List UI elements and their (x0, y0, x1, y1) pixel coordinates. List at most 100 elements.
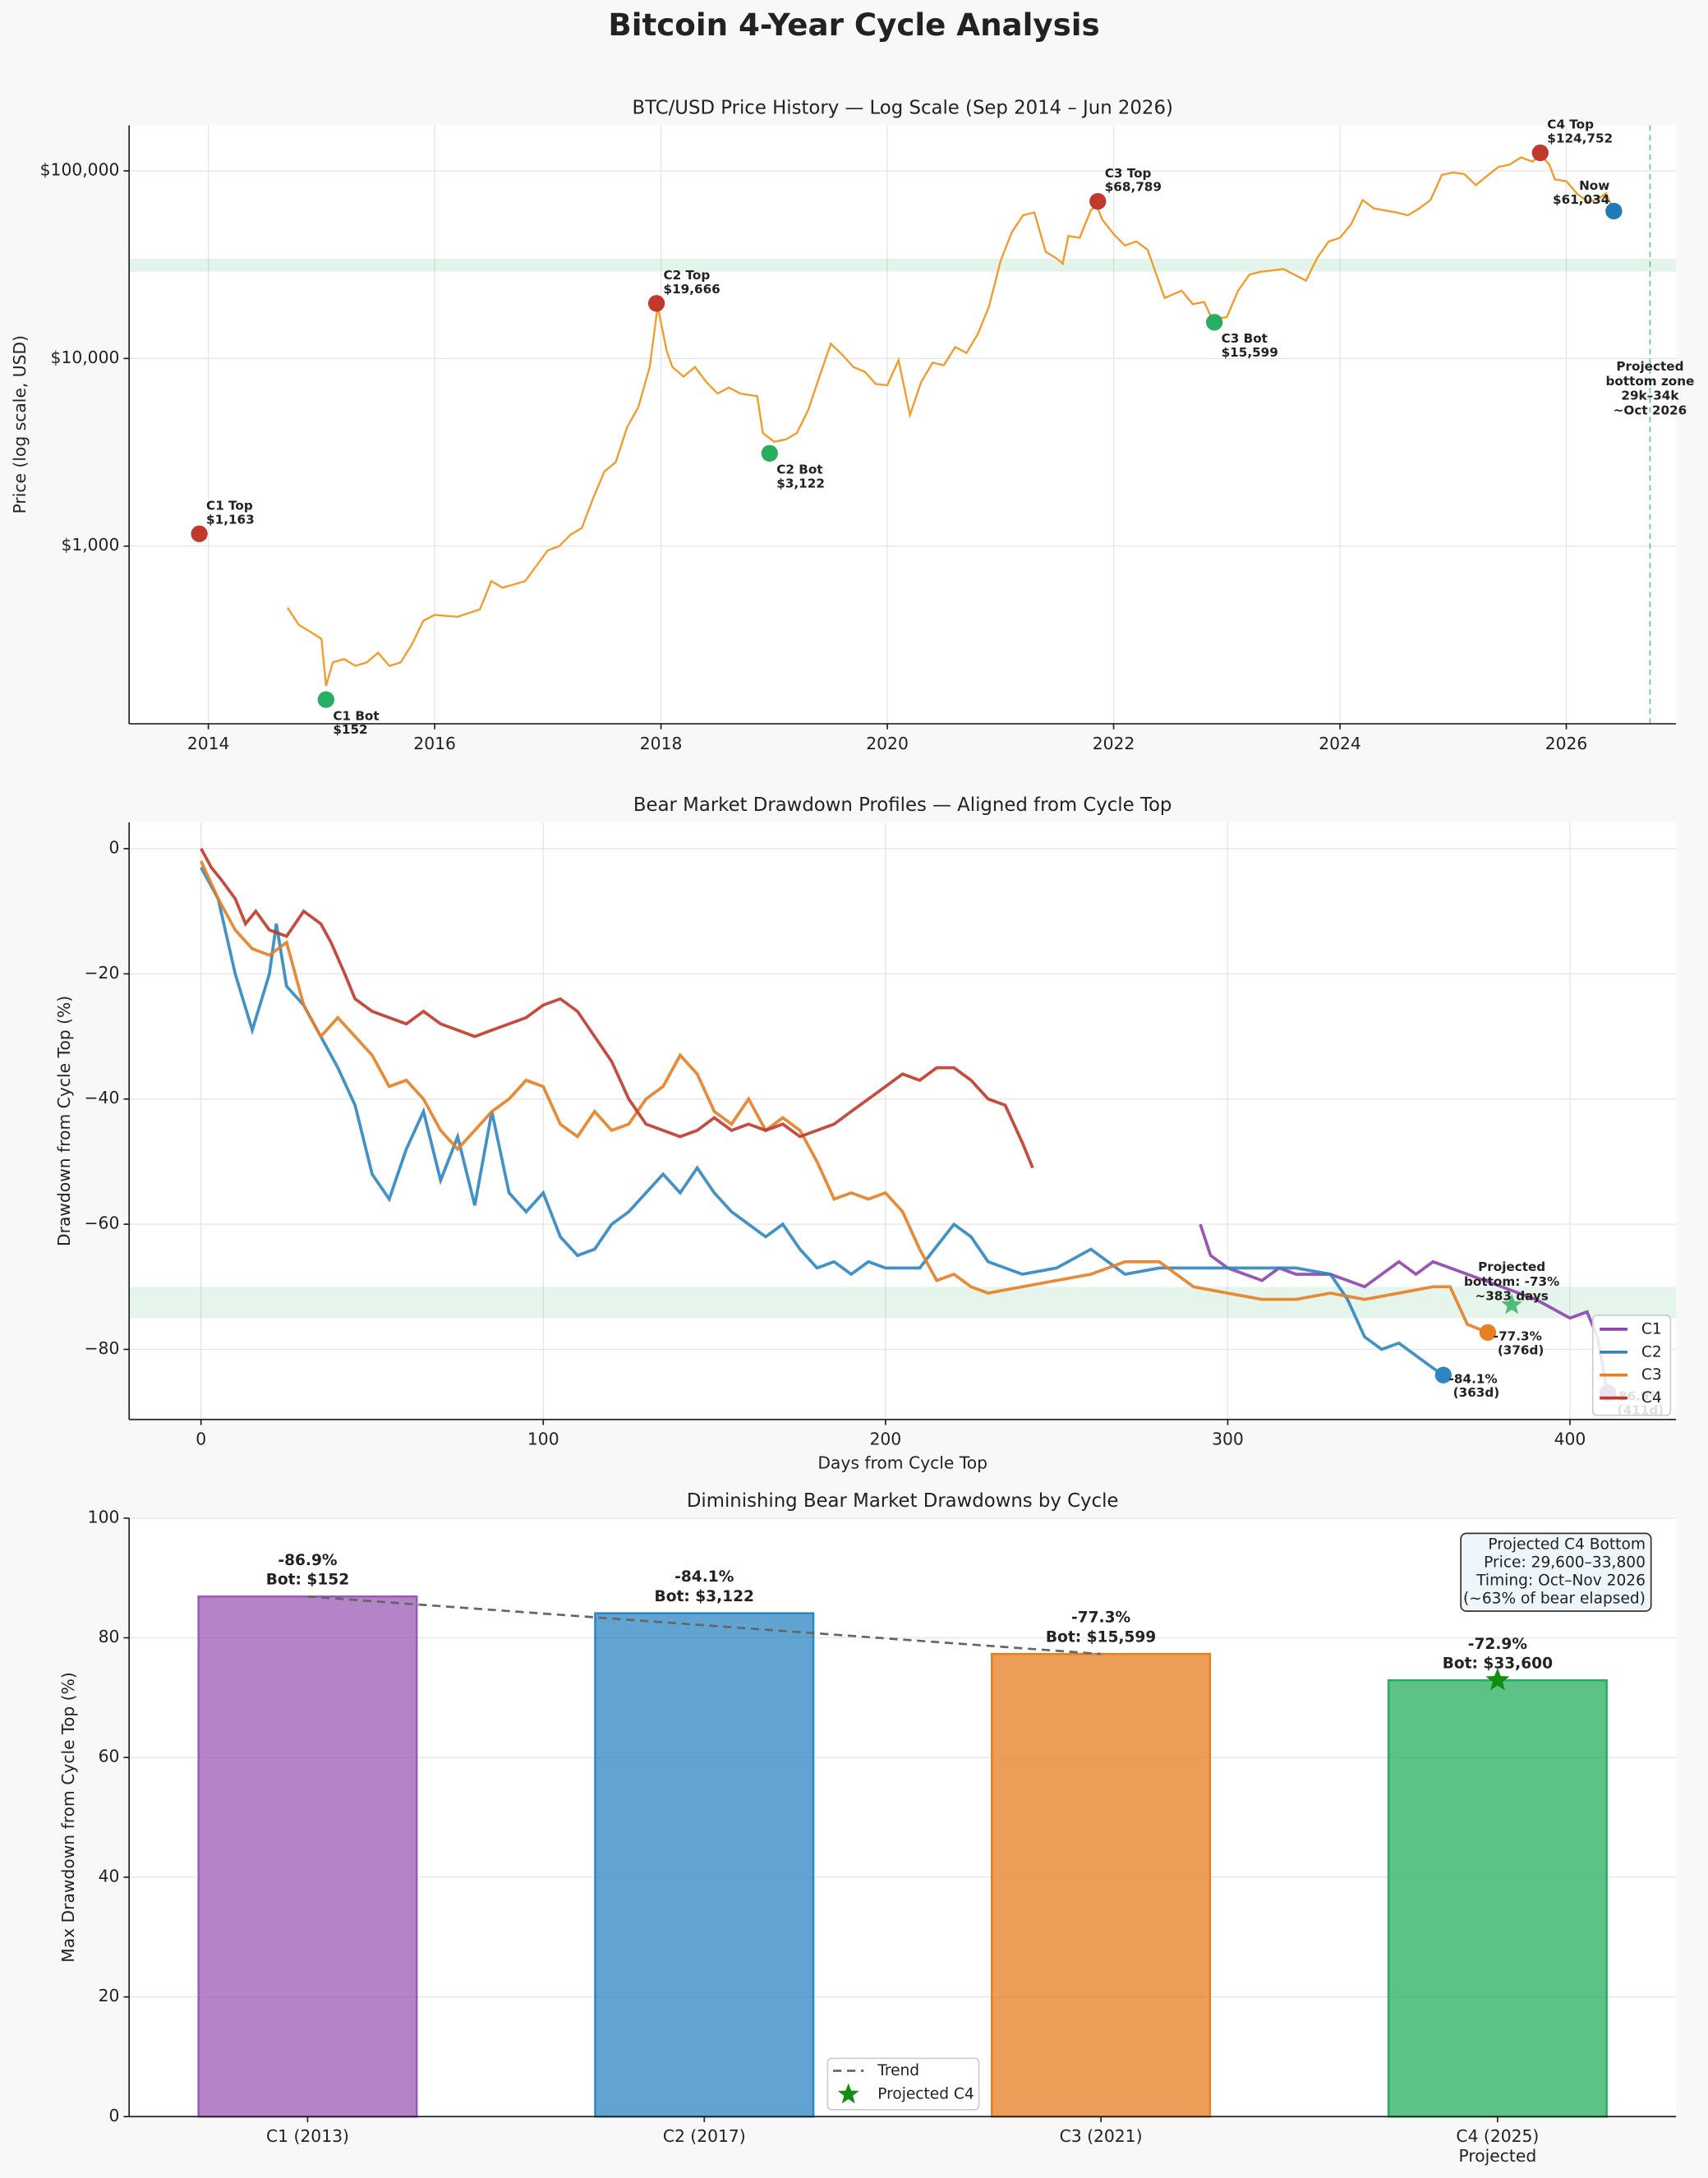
chart-title: BTC/USD Price History — Log Scale (Sep 2… (632, 98, 1172, 119)
bar-value-label: -72.9% (1468, 1636, 1528, 1653)
drawdown-line (200, 848, 1034, 1169)
cycle-marker (317, 691, 335, 708)
marker-label: C4 Top (1547, 117, 1594, 132)
x-axis-label: Days from Cycle Top (817, 1453, 988, 1472)
x-tick-label: 2020 (866, 734, 909, 753)
price-line (287, 153, 1615, 687)
marker-value-label: $68,789 (1105, 180, 1162, 195)
legend-label: C2 (1641, 1343, 1662, 1361)
projection-star (1501, 1293, 1523, 1315)
x-tick-label: 400 (1554, 1430, 1586, 1449)
bar (1387, 1678, 1608, 2118)
y-tick-label: $100,000 (40, 159, 120, 179)
zone-label: bottom zone (1606, 374, 1695, 389)
cycle-marker (761, 444, 778, 462)
x-tick-label: 2022 (1093, 734, 1135, 753)
legend-label: Projected C4 (877, 2086, 974, 2103)
x-tick-label: 2026 (1545, 734, 1588, 753)
legend-label: C4 (1641, 1389, 1662, 1407)
x-tick-label: C3 (2021) (1060, 2126, 1143, 2146)
projection-label: Projected (1478, 1259, 1545, 1274)
y-tick-label: 40 (99, 1866, 120, 1886)
marker-value-label: $152 (333, 722, 367, 737)
info-text: (~63% of bear elapsed) (1463, 1590, 1646, 1607)
y-tick-label: −60 (85, 1213, 120, 1233)
marker-label: C1 Top (206, 498, 253, 513)
drawdown-line (1199, 1223, 1609, 1393)
bar (991, 1652, 1212, 2118)
marker-value-label: $124,752 (1547, 131, 1613, 146)
x-tick-label: 100 (527, 1430, 559, 1449)
y-tick-label: −80 (85, 1338, 120, 1358)
x-tick-label: C1 (2013) (266, 2126, 349, 2146)
end-days-label: (363d) (1453, 1385, 1500, 1400)
bar-bottom-label: Bot: $152 (266, 1571, 349, 1588)
legend-box (1591, 1315, 1672, 1416)
end-label: -84.1% (1449, 1371, 1498, 1386)
cycle-marker (647, 295, 665, 312)
x-tick-note: Projected (1459, 2146, 1537, 2166)
trend-line (307, 1595, 1102, 1655)
marker-label: C3 Top (1105, 166, 1152, 181)
bar-value-label: -84.1% (674, 1568, 734, 1586)
x-tick-label: 2014 (187, 734, 230, 753)
info-text: Price: 29,600–33,800 (1484, 1554, 1646, 1571)
y-tick-label: 0 (108, 2106, 119, 2125)
legend-label: Trend (877, 2062, 919, 2079)
marker-label: Now (1579, 178, 1609, 193)
zone-label: ~Oct 2026 (1614, 403, 1687, 417)
x-tick-label: 0 (196, 1430, 206, 1449)
marker-label: C3 Bot (1222, 331, 1268, 346)
bar (197, 1595, 418, 2118)
bar (594, 1612, 815, 2118)
x-tick-label: 200 (869, 1430, 901, 1449)
y-tick-label: $10,000 (51, 348, 120, 367)
cycle-marker (1089, 192, 1107, 210)
drawdown-line (200, 867, 1444, 1377)
x-tick-label: 2018 (640, 734, 683, 753)
info-box (1460, 1532, 1652, 1612)
marker-label: C2 Top (664, 268, 711, 283)
chart-title: Bear Market Drawdown Profiles — Aligned … (633, 794, 1172, 816)
marker-label: C1 Bot (333, 708, 379, 723)
legend-box (826, 2057, 980, 2111)
bar-value-label: -86.9% (278, 1552, 338, 1569)
y-tick-label: 60 (99, 1747, 120, 1766)
marker-value-label: $19,666 (664, 282, 720, 297)
zone-label: 29k–34k (1621, 389, 1679, 403)
y-axis-label: Price (log scale, USD) (10, 335, 30, 513)
y-tick-label: $1,000 (61, 535, 119, 555)
info-text: Projected C4 Bottom (1488, 1536, 1646, 1553)
y-tick-label: 100 (88, 1507, 120, 1526)
x-tick-label: 300 (1212, 1430, 1244, 1449)
info-text: Timing: Oct–Nov 2026 (1476, 1572, 1646, 1589)
plot-area (129, 822, 1677, 1420)
projection-label: ~383 days (1475, 1289, 1548, 1304)
cycle-marker (1205, 314, 1223, 331)
marker-value-label: $15,599 (1222, 345, 1278, 360)
drawdown-line (200, 860, 1489, 1334)
y-axis-label: Max Drawdown from Cycle Top (%) (58, 1672, 78, 1963)
figure-title: Bitcoin 4-Year Cycle Analysis (608, 7, 1099, 43)
marker-value-label: $3,122 (776, 476, 825, 490)
marker-label: C2 Bot (776, 463, 822, 477)
target-band (129, 1287, 1677, 1319)
cycle-marker (1605, 202, 1623, 220)
legend-swatch (837, 2083, 859, 2104)
end-marker (1434, 1366, 1452, 1384)
end-label: -77.3% (1494, 1328, 1542, 1343)
projected-star (1485, 1667, 1510, 1691)
plot-area (129, 125, 1677, 724)
cycle-marker (1531, 144, 1549, 162)
legend-label: C1 (1641, 1320, 1662, 1338)
bar-bottom-label: Bot: $33,600 (1443, 1655, 1553, 1672)
y-tick-label: 20 (99, 1986, 120, 2005)
cycle-marker (191, 525, 208, 542)
bar-bottom-label: Bot: $15,599 (1046, 1628, 1156, 1646)
chart-title: Diminishing Bear Market Drawdowns by Cyc… (687, 1490, 1119, 1512)
x-tick-label: 2016 (413, 734, 456, 753)
x-tick-label: C2 (2017) (663, 2126, 746, 2146)
y-axis-label: Drawdown from Cycle Top (%) (54, 996, 74, 1246)
